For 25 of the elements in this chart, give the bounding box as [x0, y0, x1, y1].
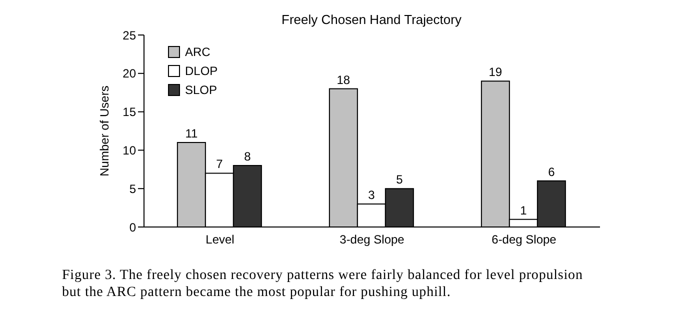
data-label: 5: [396, 172, 404, 187]
data-label: 3: [368, 188, 376, 202]
x-tick-label: Level: [206, 232, 234, 247]
data-label: 1: [520, 203, 528, 218]
y-tick-label: 15: [122, 105, 136, 120]
y-tick-label: 20: [122, 66, 136, 81]
data-label: 8: [244, 150, 252, 164]
data-label: 6: [548, 164, 556, 179]
y-tick-label: 0: [129, 220, 136, 234]
y-axis-title: Number of Users: [97, 86, 112, 176]
x-tick-label: 6-deg Slope: [492, 232, 557, 247]
caption: Figure 3. The freely chosen recovery patterns were fairly balanced for level propulsion: [62, 267, 584, 284]
y-tick-label: 25: [122, 28, 136, 42]
y-tick-label: 10: [122, 143, 136, 158]
legend-label: SLOP: [185, 82, 218, 96]
x-tick-label: 3-deg Slope: [340, 232, 405, 247]
data-label: 19: [488, 65, 502, 80]
data-label: 18: [336, 72, 350, 87]
text: but the ARC pattern became the most popular for pushing uphill.: [62, 284, 452, 301]
chart-title: Freely Chosen Hand Trajectory: [280, 12, 462, 27]
y-tick-label: 5: [129, 182, 136, 196]
legend-label: ARC: [185, 44, 210, 58]
data-label: 7: [216, 157, 224, 172]
legend-label: DLOP: [185, 64, 218, 78]
data-label: 11: [185, 126, 198, 141]
